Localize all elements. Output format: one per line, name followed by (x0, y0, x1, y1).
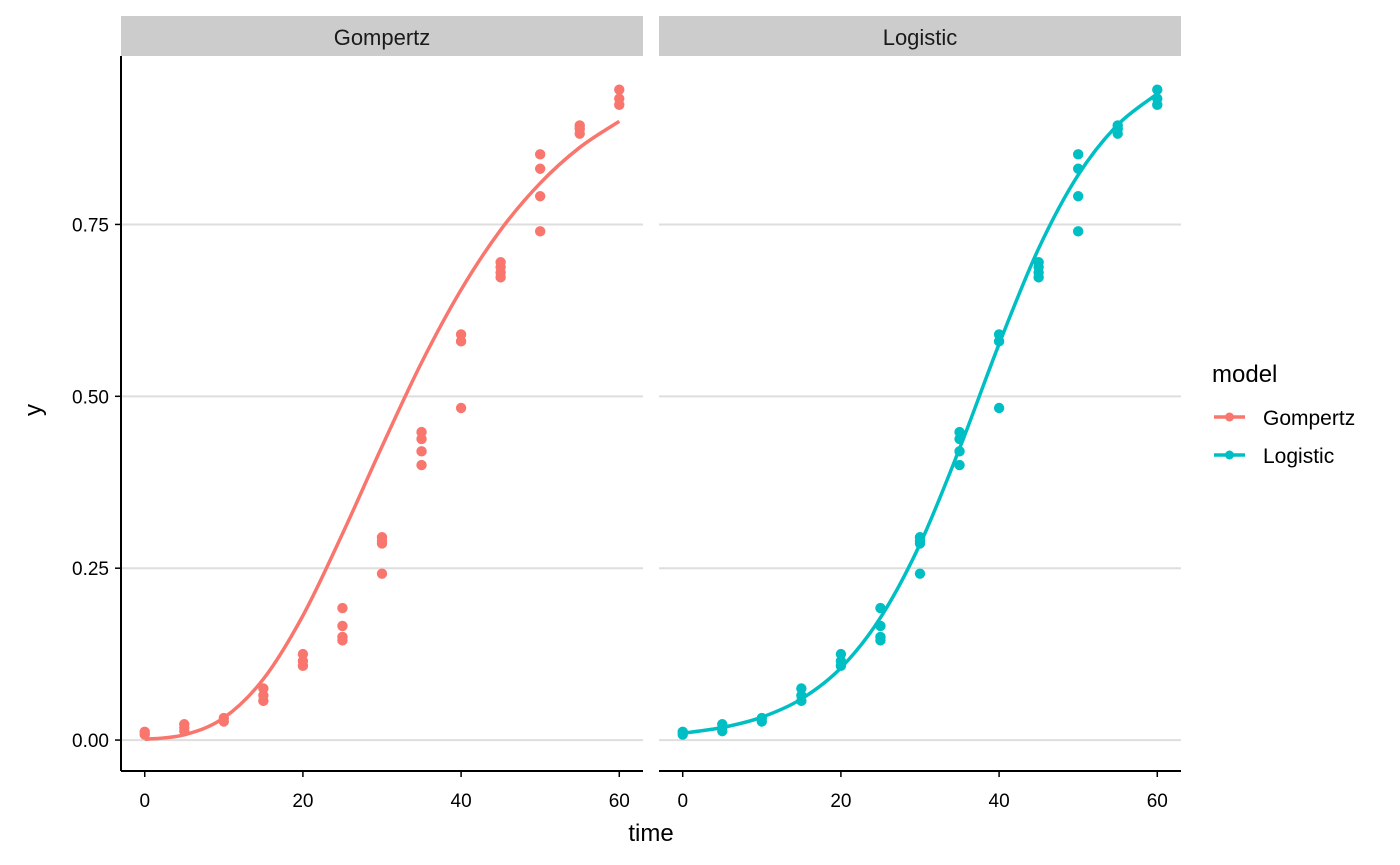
x-tick-label: 0 (139, 791, 150, 812)
data-point (796, 683, 807, 694)
data-point (534, 191, 546, 202)
fitted-curve-logistic (682, 92, 1159, 735)
data-point (993, 402, 1005, 414)
x-tick-label: 20 (292, 791, 313, 812)
data-point (376, 568, 388, 579)
panels: Gompertz 0.00 0.25 0.50 0.75 0 20 40 60 Logistic 0… (72, 16, 1181, 812)
data-point (1152, 84, 1163, 95)
data-point (416, 459, 427, 471)
data-point (455, 402, 467, 414)
y-axis-title: y (20, 404, 47, 416)
x-tick-label: 20 (830, 791, 851, 812)
data-point (1072, 191, 1084, 202)
data-point (534, 149, 546, 160)
data-point (954, 426, 965, 438)
data-point (337, 602, 348, 614)
facet-strip-label: Gompertz (334, 25, 431, 50)
y-tick-label: 0.75 (72, 215, 109, 236)
x-tick-label: 60 (609, 791, 630, 812)
data-point (614, 93, 625, 104)
data-point (495, 257, 506, 268)
data-point (914, 568, 926, 579)
x-tick-label: 0 (677, 791, 688, 812)
data-point (574, 120, 585, 131)
data-point (337, 620, 348, 632)
data-point (835, 648, 847, 660)
data-point (416, 426, 427, 438)
data-point (534, 226, 546, 237)
data-point (1072, 149, 1084, 160)
legend-title: model (1212, 361, 1277, 388)
data-point (258, 683, 269, 694)
x-tick-label: 40 (451, 791, 472, 812)
x-axis-title: time (628, 820, 673, 847)
legend: model Gompertz Logistic (1212, 361, 1355, 468)
data-point (1033, 257, 1044, 268)
data-point (376, 532, 388, 543)
data-point (875, 631, 886, 643)
facet-strip-label: Logistic (883, 25, 958, 50)
data-point (297, 648, 309, 660)
data-point (337, 631, 348, 643)
data-point (455, 329, 467, 340)
legend-key-point (1225, 450, 1234, 460)
data-point (179, 719, 190, 730)
facet-panel-gompertz: Gompertz 0.00 0.25 0.50 0.75 0 20 40 60 (72, 16, 643, 812)
data-point (1072, 226, 1084, 237)
data-point (416, 446, 427, 457)
legend-label: Gompertz (1263, 407, 1355, 430)
facet-strip (659, 16, 1181, 56)
x-tick-label: 60 (1147, 791, 1168, 812)
fitted-curve-gompertz (144, 119, 621, 742)
data-point (534, 163, 546, 174)
y-tick-label: 0.25 (72, 559, 109, 580)
legend-key-point (1225, 412, 1234, 422)
data-point (139, 726, 150, 738)
y-tick-label: 0.00 (72, 731, 109, 752)
y-tick-label: 0.50 (72, 387, 109, 408)
data-point (614, 84, 625, 95)
data-point (954, 459, 965, 471)
x-tick-label: 40 (989, 791, 1010, 812)
legend-label: Logistic (1263, 445, 1334, 468)
facet-panel-logistic: Logistic 0 20 40 60 (659, 16, 1181, 812)
facet-strip (121, 16, 643, 56)
